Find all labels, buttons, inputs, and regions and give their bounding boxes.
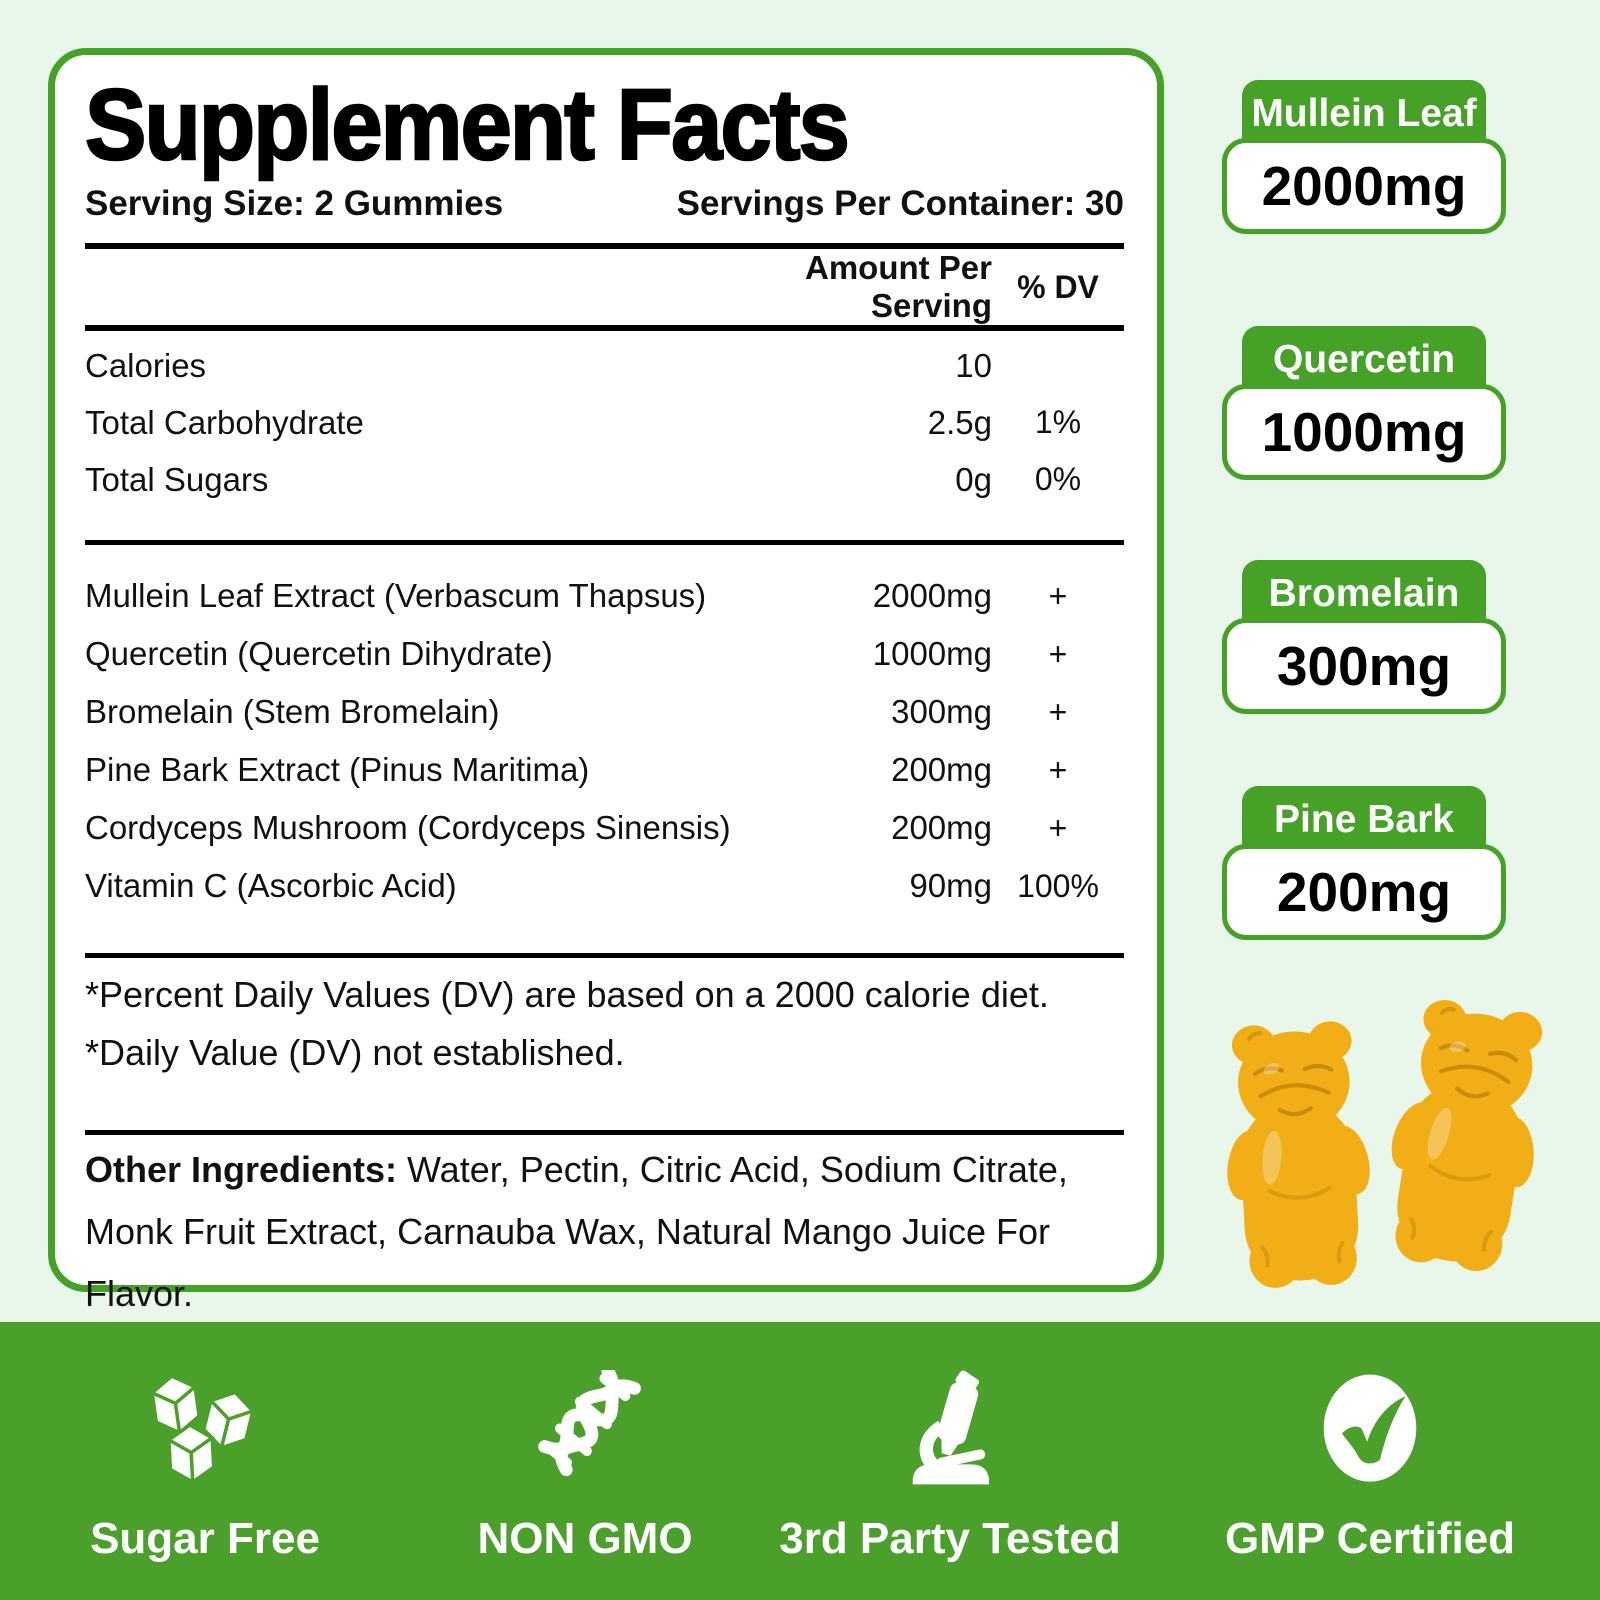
ingredient-dv: + xyxy=(1048,635,1068,672)
feature-3rd-party-tested: 3rd Party Tested xyxy=(760,1322,1140,1600)
divider xyxy=(85,243,1124,249)
divider xyxy=(85,540,1124,545)
badge-amount-box: 200mg xyxy=(1222,844,1506,940)
table-row: Cordyceps Mushroom (Cordyceps Sinensis) … xyxy=(85,799,1124,857)
serving-info-row: Serving Size: 2 Gummies Servings Per Con… xyxy=(85,179,1124,229)
table-row: Calories 10 xyxy=(85,337,1124,394)
microscope-icon xyxy=(891,1370,1009,1488)
sugar-cubes-icon xyxy=(146,1370,264,1488)
gummy-bears-illustration xyxy=(1200,985,1570,1300)
footnotes: *Percent Daily Values (DV) are based on … xyxy=(85,966,1124,1082)
nutrient-dv: 1% xyxy=(1034,404,1082,440)
other-ingredients-text: Water, Pectin, Citric Acid, Sodium Citra… xyxy=(85,1149,1068,1314)
ingredient-dv: + xyxy=(1048,693,1068,730)
ingredient-dv: + xyxy=(1048,751,1068,788)
divider xyxy=(85,953,1124,958)
table-row: Bromelain (Stem Bromelain) 300mg + xyxy=(85,683,1124,741)
divider xyxy=(85,325,1124,331)
footnote-dv: *Percent Daily Values (DV) are based on … xyxy=(85,974,1049,1015)
ingredient-dv: 100% xyxy=(1017,867,1099,904)
other-ingredients-label: Other Ingredients: xyxy=(85,1149,398,1190)
nutrient-dv: 0% xyxy=(1034,461,1082,497)
nutrients-section: Calories 10 Total Carbohydrate 2.5g 1% T… xyxy=(85,337,1124,508)
column-header-dv: % DV xyxy=(1017,268,1099,305)
table-header-row: Amount Per Serving % DV xyxy=(85,249,1124,325)
badge-pine-bark: Pine Bark 200mg xyxy=(1222,786,1506,940)
ingredient-amount: 200mg xyxy=(891,751,992,788)
other-ingredients: Other Ingredients: Water, Pectin, Citric… xyxy=(85,1139,1124,1325)
feature-label: Sugar Free xyxy=(90,1514,320,1563)
features-bar: Sugar Free NON GMO xyxy=(0,1322,1600,1600)
footnote-not-established: *Daily Value (DV) not established. xyxy=(85,1032,625,1073)
table-row: Pine Bark Extract (Pinus Maritima) 200mg… xyxy=(85,741,1124,799)
ingredient-name: Cordyceps Mushroom (Cordyceps Sinensis) xyxy=(85,809,731,846)
feature-sugar-free: Sugar Free xyxy=(0,1322,410,1600)
column-header-amount: Amount Per Serving xyxy=(804,249,992,324)
nutrient-name: Calories xyxy=(85,346,207,384)
nutrient-name: Total Sugars xyxy=(85,460,269,498)
table-row: Quercetin (Quercetin Dihydrate) 1000mg + xyxy=(85,625,1124,683)
ingredient-amount: 300mg xyxy=(891,693,992,730)
table-row: Vitamin C (Ascorbic Acid) 90mg 100% xyxy=(85,857,1124,915)
panel-title: Supplement Facts xyxy=(84,69,851,181)
badge-mullein-leaf: Mullein Leaf 2000mg xyxy=(1222,80,1506,234)
servings-per-container: Servings Per Container: 30 xyxy=(676,184,1124,223)
nutrient-amount: 0g xyxy=(955,460,992,498)
table-row: Mullein Leaf Extract (Verbascum Thapsus)… xyxy=(85,567,1124,625)
feature-gmp-certified: GMP Certified xyxy=(1140,1322,1600,1600)
nutrient-name: Total Carbohydrate xyxy=(85,403,364,441)
check-circle-icon xyxy=(1311,1370,1429,1488)
active-ingredients-section: Mullein Leaf Extract (Verbascum Thapsus)… xyxy=(85,567,1124,915)
badge-amount-box: 300mg xyxy=(1222,618,1506,714)
ingredient-amount: 2000mg xyxy=(872,577,992,614)
badge-quercetin: Quercetin 1000mg xyxy=(1222,326,1506,480)
gummy-bears-image xyxy=(1200,985,1570,1305)
table-row: Total Sugars 0g 0% xyxy=(85,451,1124,508)
badge-bromelain: Bromelain 300mg xyxy=(1222,560,1506,714)
divider xyxy=(85,1130,1124,1135)
ingredient-amount: 90mg xyxy=(909,867,992,904)
supplement-facts-panel: Supplement Facts Serving Size: 2 Gummies… xyxy=(48,48,1164,1314)
ingredient-name: Mullein Leaf Extract (Verbascum Thapsus) xyxy=(85,577,707,614)
serving-size: Serving Size: 2 Gummies xyxy=(85,184,504,223)
ingredient-name: Vitamin C (Ascorbic Acid) xyxy=(85,867,457,904)
badge-amount-box: 1000mg xyxy=(1222,384,1506,480)
nutrient-amount: 2.5g xyxy=(927,403,992,441)
ingredient-name: Bromelain (Stem Bromelain) xyxy=(85,693,500,730)
table-row: Total Carbohydrate 2.5g 1% xyxy=(85,394,1124,451)
ingredient-amount: 200mg xyxy=(891,809,992,846)
feature-label: NON GMO xyxy=(477,1514,693,1563)
ingredient-dv: + xyxy=(1048,809,1068,846)
ingredient-amount: 1000mg xyxy=(872,635,992,672)
feature-label: GMP Certified xyxy=(1224,1514,1516,1563)
ingredient-name: Pine Bark Extract (Pinus Maritima) xyxy=(85,751,590,788)
dna-icon xyxy=(526,1370,644,1488)
badge-amount-box: 2000mg xyxy=(1222,138,1506,234)
feature-label: 3rd Party Tested xyxy=(779,1514,1121,1563)
ingredient-dv: + xyxy=(1048,577,1068,614)
feature-non-gmo: NON GMO xyxy=(410,1322,760,1600)
ingredient-name: Quercetin (Quercetin Dihydrate) xyxy=(85,635,553,672)
nutrient-amount: 10 xyxy=(955,346,992,384)
